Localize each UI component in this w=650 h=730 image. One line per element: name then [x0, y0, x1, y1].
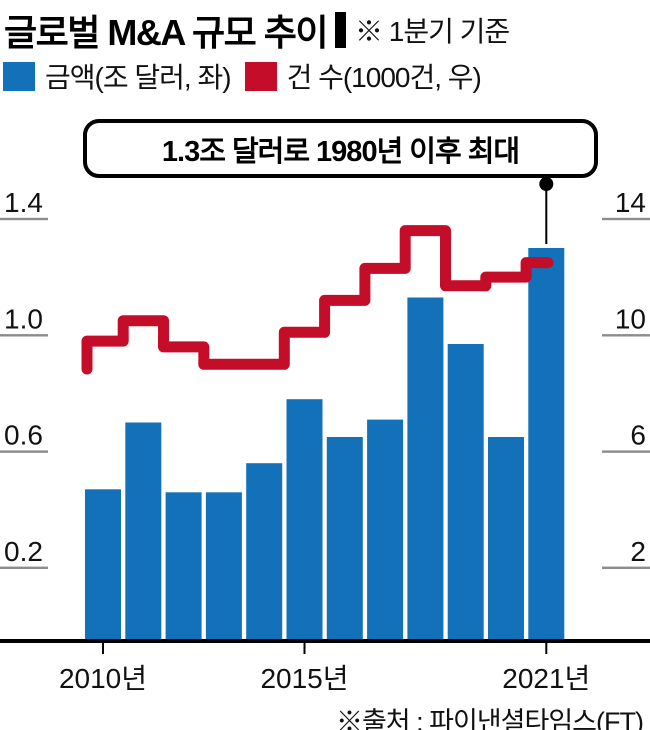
- bar-2020: [488, 437, 524, 643]
- bar-2013: [205, 492, 242, 643]
- x-axis-label-2010: 2010년: [59, 663, 147, 694]
- right-axis-label: 10: [615, 303, 646, 334]
- x-axis-tick-2015: [303, 643, 306, 654]
- right-axis-label: 6: [630, 420, 646, 451]
- left-axis-label: 1.0: [4, 303, 43, 334]
- x-axis-label-2021: 2021년: [502, 663, 590, 694]
- bar-2021: [528, 248, 565, 643]
- left-axis-label: 0.6: [4, 420, 43, 451]
- left-axis-tick: [0, 334, 48, 337]
- legend-item-deals: 건 수(1000건, 우): [244, 56, 482, 96]
- right-axis-label: 2: [630, 536, 646, 567]
- deal-count-step-line: [81, 225, 554, 375]
- left-axis-tick: [0, 217, 48, 221]
- x-axis-line: [0, 639, 650, 643]
- bar-2012: [165, 492, 202, 643]
- bar-2015: [286, 399, 323, 643]
- amount-swatch-icon: [3, 61, 35, 91]
- title-divider: [335, 12, 346, 48]
- callout-line: [545, 186, 548, 244]
- callout-dot-icon: [539, 177, 554, 191]
- bar-2011: [125, 422, 162, 643]
- right-axis-label: 14: [615, 187, 646, 218]
- deals-swatch-icon: [244, 61, 277, 91]
- bar-2017: [367, 419, 404, 643]
- bar-2014: [246, 463, 283, 643]
- left-axis-tick: [0, 450, 48, 453]
- left-axis-label: 1.4: [4, 187, 43, 218]
- page-title: 글로벌 M&A 규모 추이: [4, 12, 329, 53]
- right-axis-tick: [602, 217, 650, 221]
- x-axis-tick-2021: [545, 643, 548, 654]
- bar-2018: [407, 297, 444, 643]
- header: 글로벌 M&A 규모 추이 ※ 1분기 기준: [4, 4, 510, 56]
- bar-2010: [85, 489, 121, 643]
- annotation-callout-box: 1.3조 달러로 1980년 이후 최대: [83, 119, 598, 178]
- right-axis-tick: [602, 566, 650, 569]
- right-axis-tick: [602, 450, 650, 453]
- right-axis-tick: [602, 334, 650, 337]
- bar-2019: [447, 344, 484, 643]
- basis-note: ※ 1분기 기준: [355, 16, 510, 47]
- source-credit: ※출처 : 파이낸셜타임스(FT): [335, 707, 644, 730]
- bar-2016: [326, 437, 363, 643]
- legend: 금액(조 달러, 좌) 건 수(1000건, 우): [3, 56, 482, 96]
- legend-label-amount: 금액(조 달러, 좌): [45, 62, 232, 93]
- legend-item-amount: 금액(조 달러, 좌): [3, 56, 232, 96]
- x-axis-label-2015: 2015년: [260, 663, 348, 694]
- x-axis-tick-2010: [102, 643, 104, 654]
- legend-label-deals: 건 수(1000건, 우): [286, 62, 482, 93]
- left-axis-label: 0.2: [4, 536, 43, 567]
- annotation-text: 1.3조 달러로 1980년 이후 최대: [161, 135, 520, 168]
- left-axis-tick: [0, 566, 48, 569]
